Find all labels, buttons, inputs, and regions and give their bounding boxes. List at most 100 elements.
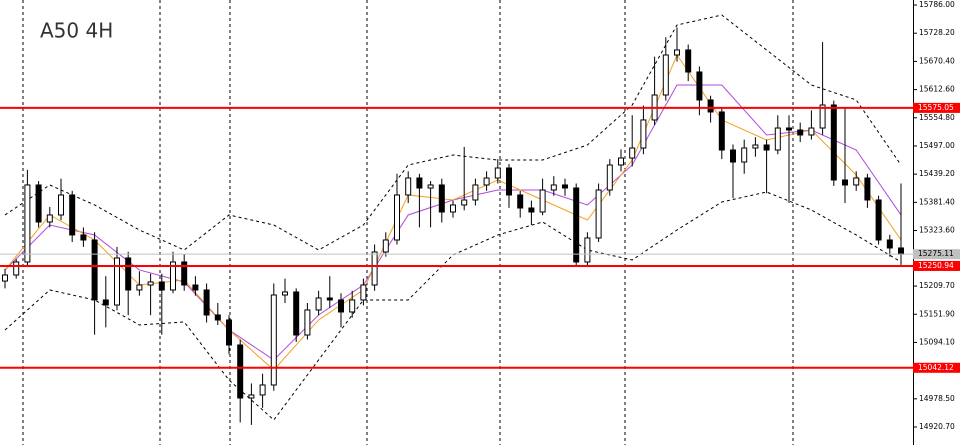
candle-body: [461, 199, 468, 206]
y-tick-label: 15381.40: [919, 197, 955, 206]
candle-body: [674, 49, 680, 56]
candle-body: [483, 177, 490, 186]
candle-body: [618, 157, 624, 166]
y-tick-label: 15612.60: [919, 85, 955, 94]
candle-body: [394, 194, 400, 241]
candle-body: [181, 261, 188, 286]
candle-body: [91, 239, 98, 301]
candle-body: [170, 261, 176, 291]
level-label: 15575.05: [918, 103, 954, 112]
candle-body: [573, 187, 580, 263]
candle-body: [763, 144, 770, 151]
candle-body: [562, 184, 568, 189]
candle-body: [539, 189, 546, 213]
candle-body: [203, 289, 210, 316]
last-price-box: [913, 249, 960, 260]
level-label: 15250.94: [918, 261, 954, 270]
candle-body: [125, 257, 132, 291]
candle-body: [830, 104, 837, 181]
candle-body: [886, 239, 893, 249]
y-tick-label: 15439.20: [919, 169, 955, 178]
indicator-line: [4, 53, 902, 371]
candle-body: [875, 199, 882, 241]
y-tick-label: 15497.00: [919, 141, 955, 150]
time-grid: [22, 0, 794, 445]
candle-body: [371, 251, 378, 286]
candle-body: [214, 314, 221, 321]
candle-body: [864, 177, 871, 201]
candle-body: [24, 184, 31, 263]
candle-body: [416, 177, 423, 189]
candle-body: [270, 294, 277, 386]
candle-body: [35, 184, 42, 223]
candle-body: [338, 299, 344, 313]
candle-body: [741, 147, 748, 163]
candle-body: [730, 149, 736, 163]
last-price-label: 15275.11: [918, 249, 954, 258]
candle-body: [226, 319, 232, 346]
candle-body: [114, 257, 120, 306]
y-tick-label: 15786.00: [919, 0, 955, 9]
candle-body: [640, 119, 647, 149]
candle-body: [293, 291, 300, 336]
candle-body: [405, 177, 412, 196]
y-tick-label: 15209.70: [919, 281, 955, 290]
candle-body: [360, 284, 367, 301]
candle-body: [685, 49, 692, 73]
candle-body: [192, 284, 199, 291]
candle-body: [80, 234, 87, 241]
candle-body: [506, 167, 512, 196]
candle-body: [147, 281, 154, 286]
level-box: [913, 260, 960, 271]
candle-body: [696, 71, 703, 101]
candle-body: [2, 274, 8, 282]
candle-body: [158, 281, 165, 291]
candle-body: [797, 129, 804, 136]
candle-body: [752, 144, 759, 149]
y-tick-label: 15670.40: [919, 56, 955, 65]
indicator-line: [4, 14, 902, 251]
level-label: 15042.12: [918, 363, 954, 372]
y-tick-label: 15094.10: [919, 337, 955, 346]
candle-body: [819, 104, 826, 129]
candle-body: [248, 394, 255, 399]
candle-body: [237, 344, 244, 399]
candle-body: [315, 297, 322, 311]
candle-body: [786, 127, 792, 131]
candle-body: [326, 297, 333, 301]
y-tick-label: 14978.50: [919, 394, 955, 403]
candle-body: [528, 207, 535, 213]
level-box: [913, 102, 960, 113]
candle-body: [550, 184, 557, 191]
candle-body: [842, 179, 848, 186]
candle-body: [595, 189, 602, 239]
candle-body: [853, 177, 860, 186]
candle-body: [517, 194, 524, 209]
chart-title: A50 4H: [40, 19, 113, 43]
candle-body: [438, 184, 445, 213]
candle-body: [46, 214, 53, 223]
y-tick-label: 15554.80: [919, 113, 955, 122]
candle-body: [606, 164, 613, 191]
y-tick-label: 14920.70: [919, 422, 955, 431]
candle-body: [382, 239, 389, 253]
candle-body: [707, 99, 714, 113]
candle-body: [102, 299, 109, 306]
candle-body: [304, 309, 311, 336]
candle-body: [584, 237, 591, 263]
candle-body: [427, 184, 434, 189]
candle-body: [136, 284, 143, 291]
y-tick-label: 15323.60: [919, 226, 955, 235]
candle-body: [349, 299, 356, 313]
indicator-line: [4, 191, 902, 421]
candle-body: [13, 261, 20, 276]
candle-body: [808, 127, 815, 136]
candle-body: [494, 167, 501, 179]
candle-body: [662, 54, 669, 96]
candle-body: [259, 384, 266, 396]
candle-body: [774, 127, 781, 151]
y-tick-label: 15151.90: [919, 309, 955, 318]
candle-body: [472, 184, 479, 201]
